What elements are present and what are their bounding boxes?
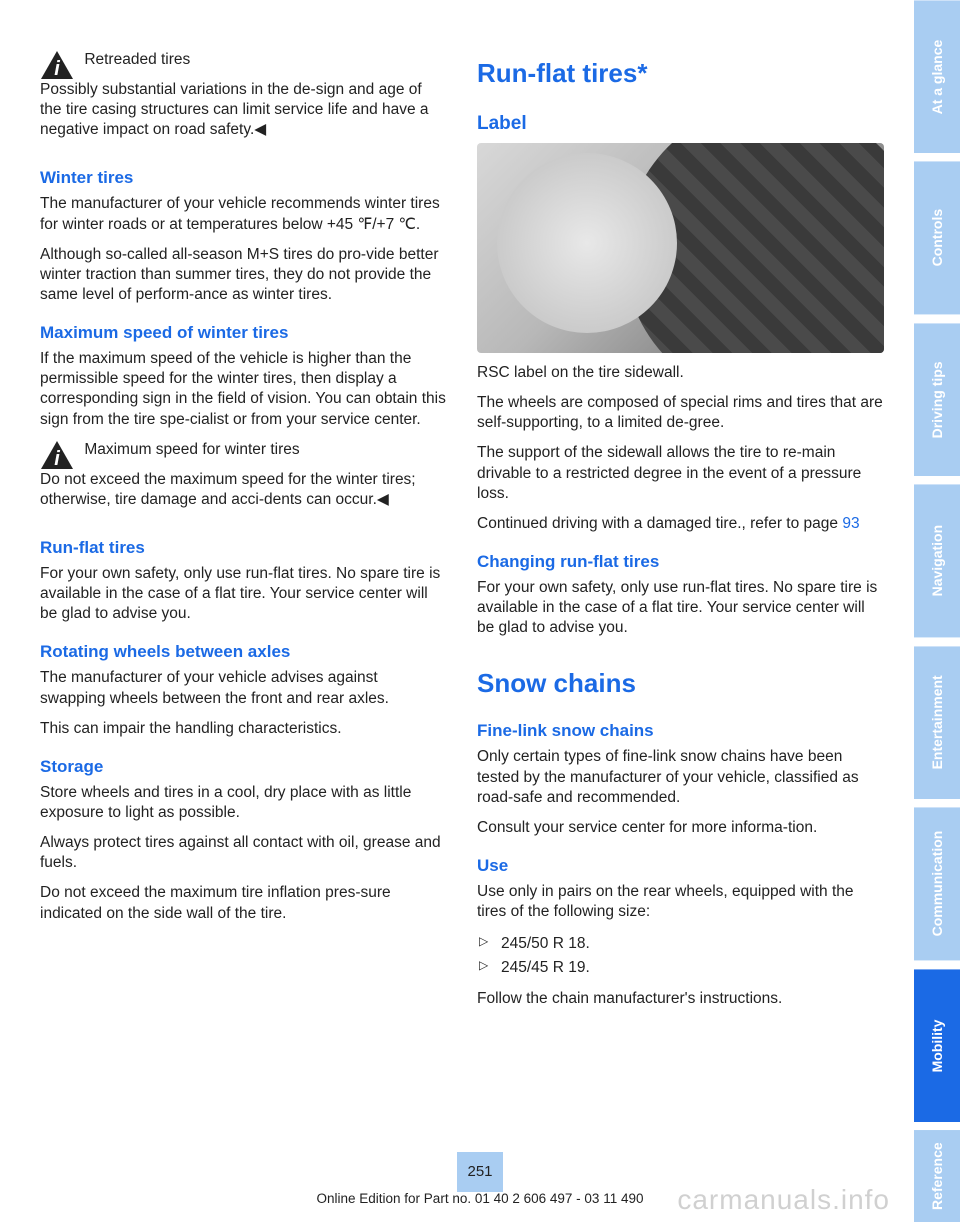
svg-text:i: i xyxy=(54,448,60,470)
body-text-part: Continued driving with a damaged tire., … xyxy=(477,515,842,532)
tab-reference[interactable]: Reference xyxy=(914,1130,960,1222)
page-link[interactable]: 93 xyxy=(842,515,859,532)
body-text: Only certain types of fine-link snow cha… xyxy=(477,747,884,807)
body-text: Store wheels and tires in a cool, dry pl… xyxy=(40,783,447,823)
tab-driving-tips[interactable]: Driving tips xyxy=(914,323,960,476)
heading-snow-chains: Snow chains xyxy=(477,668,884,699)
heading-label: Label xyxy=(477,113,884,135)
body-text: Always protect tires against all contact… xyxy=(40,833,447,873)
tab-gap xyxy=(914,638,960,646)
heading-rotating: Rotating wheels between axles xyxy=(40,642,447,662)
list-item: 245/50 R 18. xyxy=(477,932,884,955)
tab-gap xyxy=(914,1122,960,1130)
tab-communication[interactable]: Communication xyxy=(914,807,960,960)
body-text: Do not exceed the maximum tire inflation… xyxy=(40,883,447,923)
warning-title: Maximum speed for winter tires xyxy=(84,441,299,458)
body-text: For your own safety, only use run-flat t… xyxy=(477,578,884,638)
tire-rsc-image xyxy=(477,143,884,353)
tab-gap xyxy=(914,961,960,969)
heading-use: Use xyxy=(477,856,884,876)
warning-icon: i xyxy=(40,50,74,80)
body-text: The manufacturer of your vehicle recomme… xyxy=(40,194,447,234)
tab-controls[interactable]: Controls xyxy=(914,161,960,314)
body-text: Use only in pairs on the rear wheels, eq… xyxy=(477,882,884,922)
warning-title: Retreaded tires xyxy=(84,51,190,68)
tire-size-list: 245/50 R 18. 245/45 R 19. xyxy=(477,932,884,979)
list-item: 245/45 R 19. xyxy=(477,956,884,979)
body-text: The support of the sidewall allows the t… xyxy=(477,443,884,503)
heading-fine-link: Fine-link snow chains xyxy=(477,721,884,741)
heading-storage: Storage xyxy=(40,757,447,777)
right-column: Run-flat tires* Label RSC label on the t… xyxy=(477,50,884,1202)
tab-entertainment[interactable]: Entertainment xyxy=(914,646,960,799)
svg-text:i: i xyxy=(54,58,60,80)
body-text: If the maximum speed of the vehicle is h… xyxy=(40,349,447,430)
body-text: Consult your service center for more inf… xyxy=(477,818,884,838)
heading-changing-runflat: Changing run-flat tires xyxy=(477,552,884,572)
left-column: i Retreaded tires Possibly substantial v… xyxy=(40,50,447,1202)
tab-mobility[interactable]: Mobility xyxy=(914,969,960,1122)
tab-at-a-glance[interactable]: At a glance xyxy=(914,0,960,153)
warning-maxspeed: i Maximum speed for winter tires Do not … xyxy=(40,440,447,520)
heading-runflat: Run-flat tires xyxy=(40,538,447,558)
sidebar-tabs: At a glance Controls Driving tips Naviga… xyxy=(914,0,960,1222)
warning-icon: i xyxy=(40,440,74,470)
body-text: Continued driving with a damaged tire., … xyxy=(477,514,884,534)
body-text: The manufacturer of your vehicle advises… xyxy=(40,668,447,708)
body-text: Follow the chain manufacturer's instruct… xyxy=(477,989,884,1009)
page-number: 251 xyxy=(467,1163,492,1180)
body-text: For your own safety, only use run-flat t… xyxy=(40,564,447,624)
heading-winter-tires: Winter tires xyxy=(40,168,447,188)
body-text: RSC label on the tire sidewall. xyxy=(477,363,884,383)
body-text: Although so-called all-season M+S tires … xyxy=(40,245,447,305)
watermark: carmanuals.info xyxy=(677,1184,890,1216)
tab-gap xyxy=(914,799,960,807)
warning-body: Possibly substantial variations in the d… xyxy=(40,81,429,138)
tab-navigation[interactable]: Navigation xyxy=(914,484,960,637)
body-text: This can impair the handling characteris… xyxy=(40,719,447,739)
tab-gap xyxy=(914,315,960,323)
heading-runflat-tires: Run-flat tires* xyxy=(477,58,884,89)
heading-max-speed: Maximum speed of winter tires xyxy=(40,323,447,343)
warning-body: Do not exceed the maximum speed for the … xyxy=(40,471,416,508)
body-text: The wheels are composed of special rims … xyxy=(477,393,884,433)
warning-retreaded: i Retreaded tires Possibly substantial v… xyxy=(40,50,447,150)
